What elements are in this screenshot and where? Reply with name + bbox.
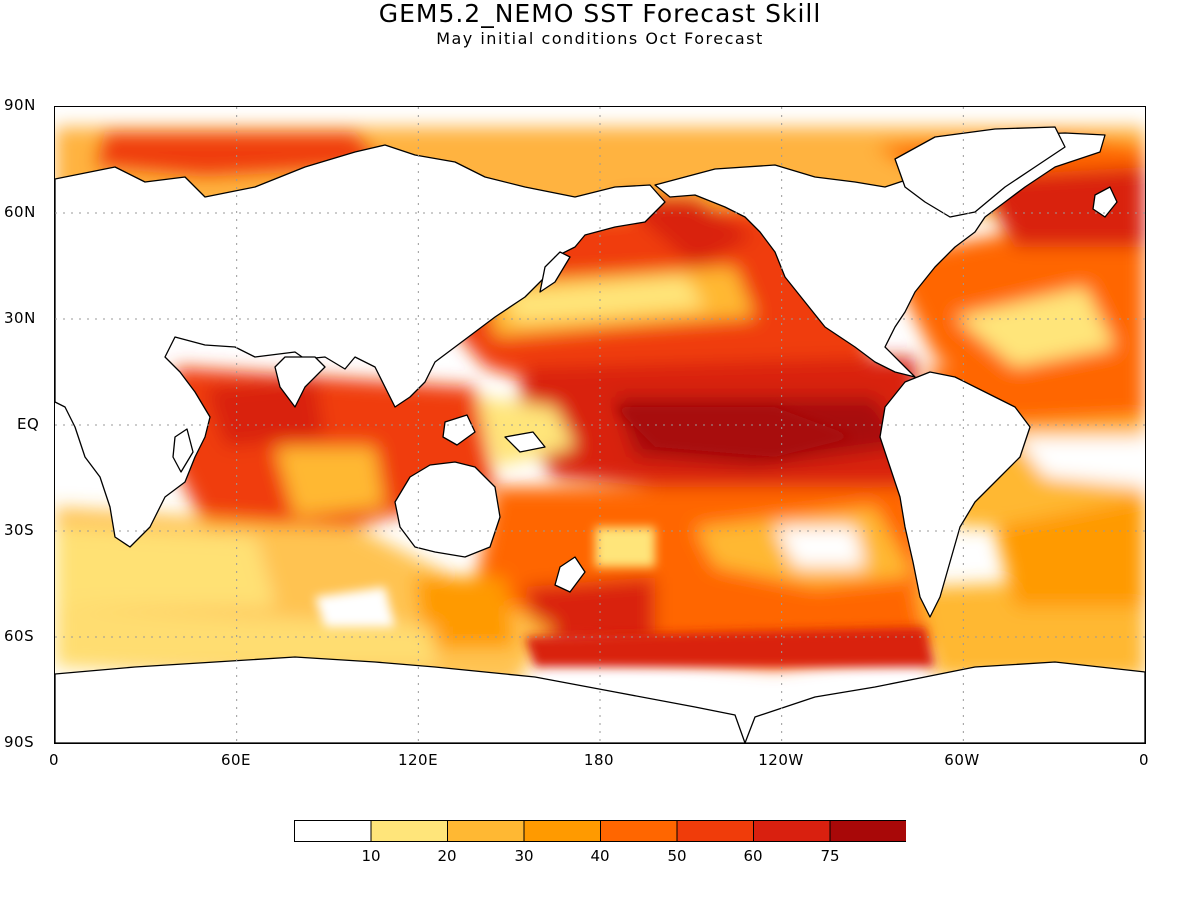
colorbar-label-50: 50 bbox=[667, 847, 687, 865]
continent-eurasia-africa bbox=[55, 144, 666, 548]
colorbar-label-60: 60 bbox=[743, 847, 763, 865]
lon-label-0-east: 0 bbox=[1138, 751, 1150, 769]
chart-title: GEM5.2_NEMO SST Forecast Skill bbox=[378, 0, 822, 28]
colorbar-label-30: 30 bbox=[514, 847, 534, 865]
lat-label-90s: 90S bbox=[4, 733, 35, 751]
colorbar-swatch bbox=[370, 820, 448, 842]
continent-south-america bbox=[879, 371, 1031, 618]
colorbar-swatch bbox=[447, 820, 525, 842]
lat-label-eq: EQ bbox=[17, 415, 40, 433]
continent-india bbox=[274, 356, 326, 408]
lat-label-90n: 90N bbox=[4, 96, 36, 114]
colorbar bbox=[294, 820, 906, 842]
island-madagascar bbox=[172, 428, 194, 473]
map-grid bbox=[55, 107, 1145, 743]
lon-label-0: 0 bbox=[48, 751, 60, 769]
skill-map bbox=[54, 106, 1146, 744]
continent-australia bbox=[394, 461, 501, 558]
colorbar-swatch bbox=[753, 820, 831, 842]
continent-greenland bbox=[894, 126, 1066, 218]
island-new-guinea bbox=[504, 431, 546, 453]
island-britain bbox=[1092, 186, 1118, 218]
lat-label-30n: 30N bbox=[4, 309, 36, 327]
colorbar-swatch bbox=[829, 820, 906, 842]
island-japan bbox=[539, 251, 571, 293]
lon-label-60e: 60E bbox=[220, 751, 252, 769]
colorbar-swatch bbox=[523, 820, 601, 842]
lon-label-180: 180 bbox=[583, 751, 615, 769]
lon-label-120w: 120W bbox=[758, 751, 804, 769]
lat-label-30s: 30S bbox=[4, 521, 35, 539]
colorbar-label-10: 10 bbox=[361, 847, 381, 865]
colorbar-swatch bbox=[676, 820, 754, 842]
colorbar-swatches bbox=[294, 820, 906, 842]
continents bbox=[55, 126, 1145, 743]
colorbar-label-20: 20 bbox=[437, 847, 457, 865]
colorbar-swatch bbox=[600, 820, 678, 842]
colorbar-label-75: 75 bbox=[820, 847, 840, 865]
colorbar-swatch bbox=[294, 820, 372, 842]
lat-label-60n: 60N bbox=[4, 203, 36, 221]
lon-label-120e: 120E bbox=[397, 751, 439, 769]
skill-field-map bbox=[55, 107, 1145, 743]
lon-label-60w: 60W bbox=[944, 751, 980, 769]
island-borneo bbox=[442, 414, 476, 446]
chart-subtitle: May initial conditions Oct Forecast bbox=[436, 29, 764, 48]
continent-antarctica bbox=[55, 656, 746, 743]
island-new-zealand bbox=[554, 556, 586, 593]
lat-label-60s: 60S bbox=[4, 627, 35, 645]
colorbar-label-40: 40 bbox=[590, 847, 610, 865]
continent-antarctica-east bbox=[744, 661, 1145, 743]
